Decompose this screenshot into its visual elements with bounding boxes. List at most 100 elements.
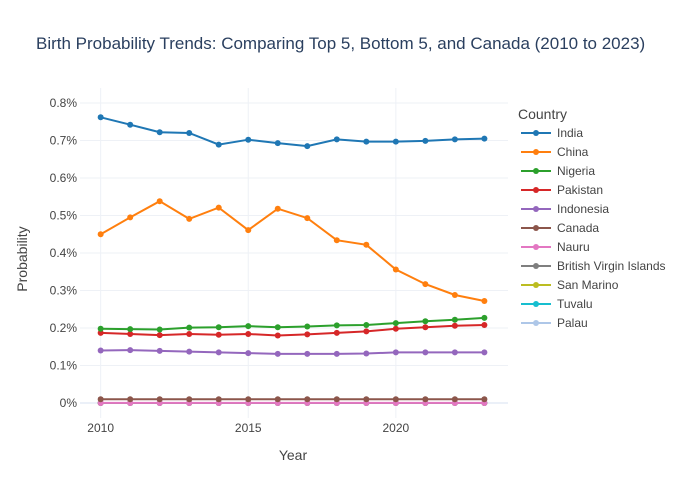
data-point	[97, 114, 104, 121]
data-point	[333, 136, 340, 143]
legend-item[interactable]: Tuvalu	[521, 297, 593, 311]
series-pakistan	[97, 322, 488, 339]
legend-item[interactable]: San Marino	[521, 278, 619, 292]
data-point	[156, 332, 163, 339]
data-point	[451, 322, 458, 329]
legend-item[interactable]: British Virgin Islands	[521, 259, 666, 273]
legend-swatch-marker	[533, 282, 539, 288]
data-point	[451, 349, 458, 356]
series-nauru	[97, 399, 488, 406]
series-line	[100, 116, 485, 148]
x-axis-ticks: 2010 2015 2020	[87, 421, 409, 435]
data-point	[392, 138, 399, 145]
data-point	[451, 396, 458, 403]
legend-label: Palau	[557, 316, 588, 330]
legend-label: Indonesia	[557, 202, 609, 216]
data-point	[481, 349, 488, 356]
legend-item[interactable]: Palau	[521, 316, 588, 330]
series-line	[100, 200, 485, 302]
data-point	[481, 298, 488, 304]
series-line	[100, 349, 485, 355]
legend-item[interactable]: Canada	[521, 221, 599, 235]
data-point	[156, 326, 163, 333]
data-point	[97, 347, 104, 354]
legend-label: San Marino	[557, 278, 619, 292]
data-point	[156, 198, 163, 205]
y-tick-label: 0.8%	[50, 96, 78, 110]
data-point	[97, 325, 104, 332]
data-point	[304, 143, 311, 150]
y-tick-label: 0%	[60, 396, 78, 410]
data-point	[245, 396, 252, 403]
data-point	[274, 350, 281, 357]
y-tick-label: 0.3%	[50, 284, 78, 298]
data-point	[363, 396, 370, 403]
data-point	[422, 349, 429, 356]
data-point	[422, 324, 429, 331]
data-point	[333, 237, 340, 244]
data-point	[451, 316, 458, 323]
data-point	[304, 323, 311, 330]
data-point	[422, 318, 429, 325]
legend-item[interactable]: Indonesia	[521, 202, 609, 216]
data-point	[333, 329, 340, 336]
data-point	[392, 349, 399, 356]
data-point	[127, 396, 134, 403]
chart-title: Birth Probability Trends: Comparing Top …	[36, 34, 646, 53]
data-point	[274, 205, 281, 212]
data-point	[245, 331, 252, 337]
series-india	[97, 114, 488, 150]
y-tick-label: 0.7%	[50, 134, 78, 148]
data-point	[422, 137, 429, 144]
data-point	[481, 135, 488, 142]
data-point	[451, 292, 458, 298]
data-point	[333, 350, 340, 357]
data-point	[186, 396, 193, 403]
data-point	[422, 396, 429, 403]
data-point	[274, 396, 281, 403]
data-point	[156, 396, 163, 403]
legend-item[interactable]: Pakistan	[521, 183, 603, 197]
data-point	[274, 332, 281, 339]
data-point	[274, 140, 281, 147]
data-point	[392, 266, 399, 273]
legend-item[interactable]: Nigeria	[521, 164, 595, 178]
data-point	[245, 323, 252, 330]
data-point	[127, 326, 134, 333]
y-tick-label: 0.1%	[50, 359, 78, 373]
data-point	[481, 322, 488, 328]
series-line	[100, 316, 485, 331]
data-point	[215, 141, 222, 148]
legend-label: China	[557, 145, 589, 159]
data-point	[333, 322, 340, 329]
data-point	[245, 350, 252, 357]
data-point	[186, 324, 193, 331]
data-point	[97, 231, 104, 238]
data-point	[127, 331, 134, 337]
data-point	[333, 396, 340, 403]
legend-swatch-marker	[533, 244, 539, 250]
data-point	[186, 331, 193, 337]
legend-swatch-marker	[533, 130, 539, 136]
data-point	[274, 324, 281, 331]
data-point	[186, 215, 193, 222]
legend-swatch-marker	[533, 263, 539, 269]
legend-title: Country	[518, 106, 567, 122]
data-point	[127, 121, 134, 128]
legend-swatch-marker	[533, 187, 539, 193]
data-point	[304, 215, 311, 222]
series-line	[100, 324, 485, 337]
legend-item[interactable]: India	[521, 126, 583, 140]
y-axis-ticks: 0% 0.1% 0.2% 0.3% 0.4% 0.5% 0.6% 0.7% 0.8%	[50, 96, 78, 410]
data-point	[363, 328, 370, 335]
data-point	[97, 396, 104, 403]
y-tick-label: 0.6%	[50, 171, 78, 185]
y-axis-title: Probability	[14, 226, 30, 291]
legend-item[interactable]: Nauru	[521, 240, 590, 254]
legend-item[interactable]: China	[521, 145, 589, 159]
data-point	[215, 349, 222, 356]
legend-swatch-marker	[533, 149, 539, 155]
data-point	[156, 347, 163, 354]
data-point	[363, 350, 370, 357]
data-point	[363, 138, 370, 145]
